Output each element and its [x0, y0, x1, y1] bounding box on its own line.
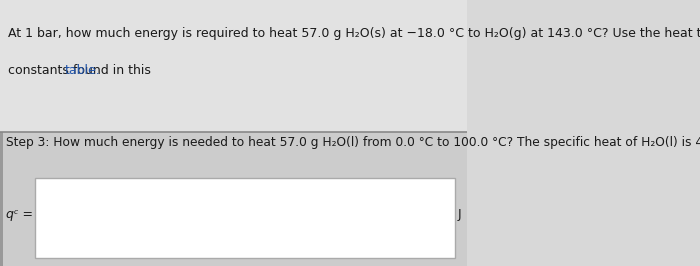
Text: Step 3: How much energy is needed to heat 57.0 g H₂O(l) from 0.0 °C to 100.0 °C?: Step 3: How much energy is needed to hea…: [6, 136, 700, 149]
Text: J: J: [458, 208, 461, 221]
FancyBboxPatch shape: [0, 0, 467, 132]
Text: table.: table.: [65, 64, 101, 77]
Text: At 1 bar, how much energy is required to heat 57.0 g H₂O(s) at −18.0 °C to H₂O(g: At 1 bar, how much energy is required to…: [8, 27, 700, 40]
FancyBboxPatch shape: [0, 132, 467, 266]
Text: constants found in this: constants found in this: [8, 64, 155, 77]
Text: qᶜ =: qᶜ =: [6, 208, 33, 221]
FancyBboxPatch shape: [0, 132, 4, 266]
FancyBboxPatch shape: [35, 178, 455, 258]
